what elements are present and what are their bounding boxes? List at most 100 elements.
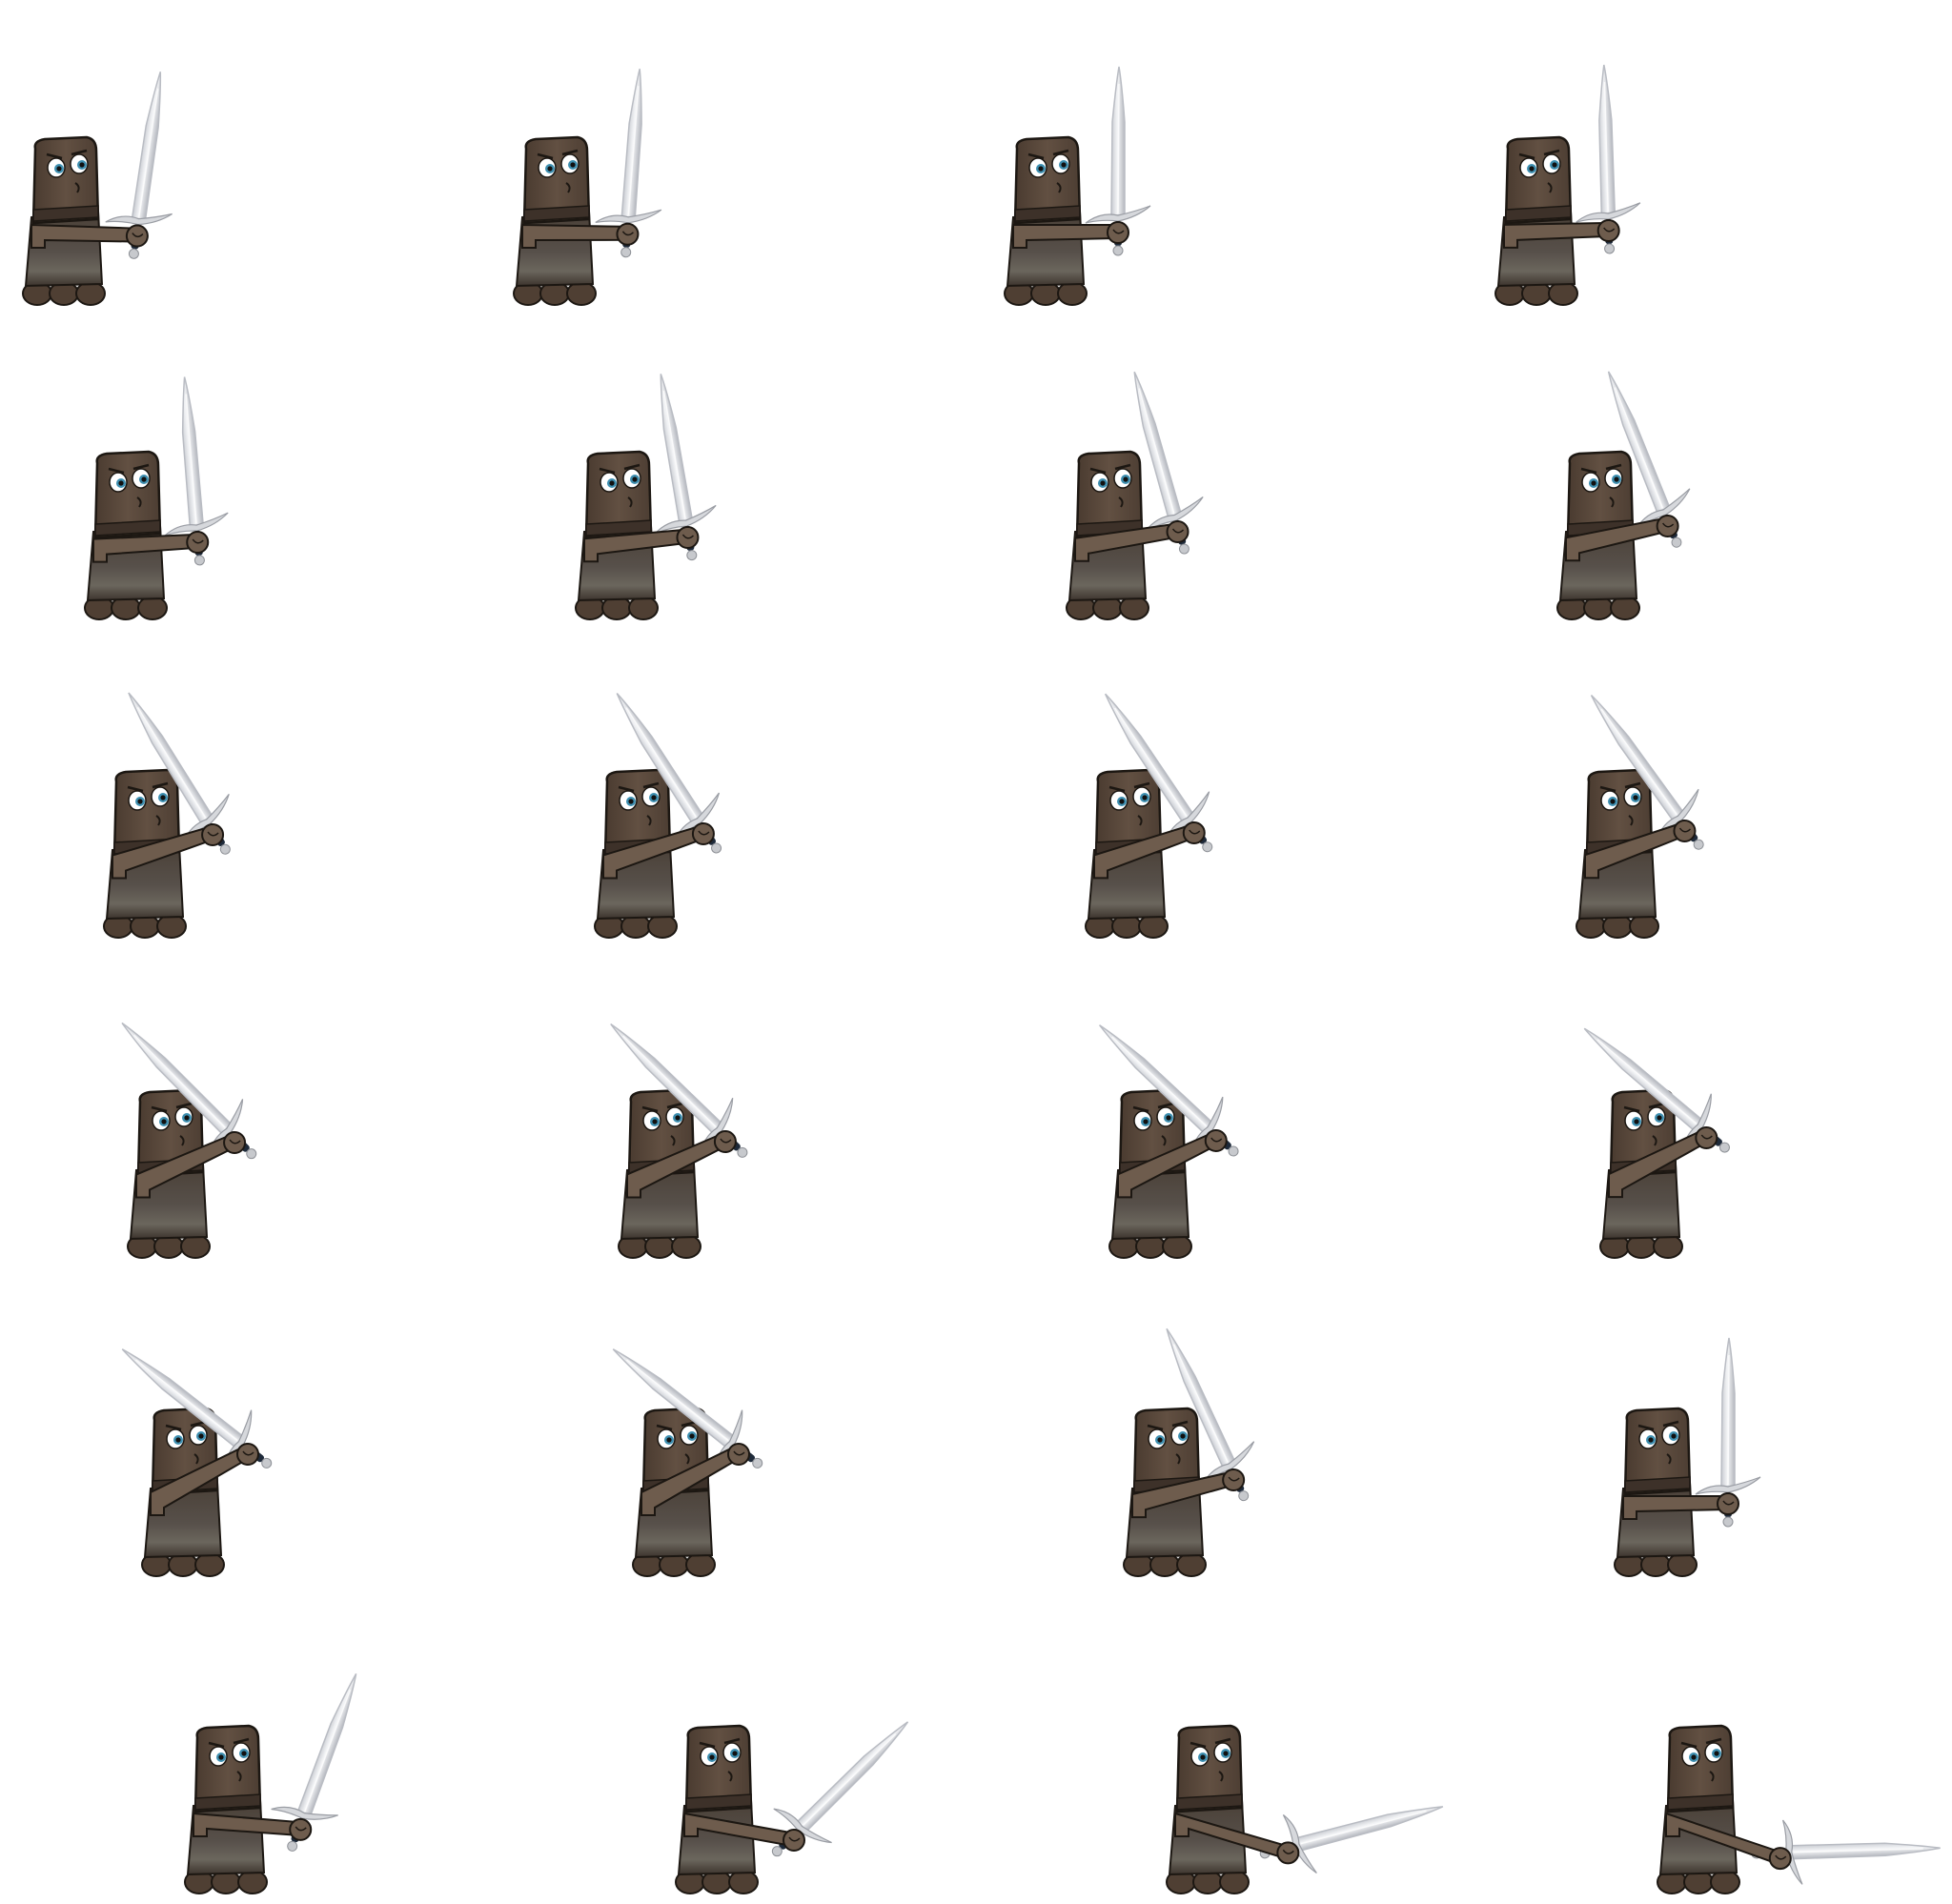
animation-frame-18[interactable] xyxy=(593,1325,782,1577)
animation-frame-23[interactable] xyxy=(1166,1724,1451,1894)
eyes xyxy=(1090,468,1132,493)
animation-frame-24[interactable] xyxy=(1657,1724,1942,1894)
pupil-2 xyxy=(1714,1751,1719,1756)
sword-holder xyxy=(164,376,229,566)
sword-blade xyxy=(1790,1842,1941,1860)
sword-fuller xyxy=(627,86,640,215)
sword-fuller xyxy=(662,390,686,519)
animation-frame-13[interactable] xyxy=(98,1001,277,1259)
brow-right xyxy=(132,463,150,471)
pupil-1 xyxy=(1200,1754,1206,1760)
sword xyxy=(595,69,662,258)
sword-pommel xyxy=(1693,839,1704,850)
pupil-2 xyxy=(651,795,657,800)
sword xyxy=(1259,1806,1444,1874)
brow-right xyxy=(623,463,640,471)
fist-knuckles xyxy=(1282,1849,1294,1854)
mouth xyxy=(1666,1453,1672,1465)
animation-frame-22[interactable] xyxy=(675,1698,930,1894)
mouth xyxy=(1652,1135,1657,1146)
sword-holder xyxy=(595,69,662,258)
mouth xyxy=(627,496,633,508)
animation-frame-6[interactable] xyxy=(575,369,724,620)
brow-right xyxy=(1157,1102,1174,1109)
sword-pommel xyxy=(1722,1516,1734,1528)
brow-right xyxy=(1662,1420,1679,1428)
collar-band xyxy=(1667,1793,1734,1811)
pupil-2 xyxy=(1671,1433,1677,1439)
fist-knuckles xyxy=(242,1450,254,1456)
animation-frame-9[interactable] xyxy=(100,677,255,939)
foot-3 xyxy=(1653,1234,1683,1259)
sword-fuller xyxy=(136,706,207,819)
foot-3 xyxy=(1710,1870,1740,1894)
pupil-1 xyxy=(1119,799,1125,804)
brow-right xyxy=(1052,149,1069,156)
feet xyxy=(141,1552,225,1577)
animation-frame-19[interactable] xyxy=(1123,1315,1275,1577)
brow-right xyxy=(175,1102,193,1109)
animation-frame-12[interactable] xyxy=(1564,677,1727,939)
sword-blade xyxy=(296,1672,357,1816)
sword-pommel xyxy=(620,247,632,258)
animation-frame-1[interactable] xyxy=(22,67,192,306)
feet xyxy=(184,1870,268,1894)
sword-fuller xyxy=(625,707,697,818)
sword-pommel xyxy=(1671,537,1682,548)
animation-frame-2[interactable] xyxy=(513,67,671,306)
brow-right xyxy=(233,1737,250,1745)
brow-right xyxy=(1133,781,1150,789)
feet xyxy=(1494,281,1578,306)
sword-blade xyxy=(660,374,694,523)
pupil-1 xyxy=(175,1437,181,1443)
collar-band xyxy=(32,205,99,222)
pupil-2 xyxy=(632,476,638,482)
animation-frame-21[interactable] xyxy=(184,1662,386,1894)
pupil-2 xyxy=(241,1751,247,1756)
brow-right xyxy=(1543,149,1560,156)
sword-guard xyxy=(595,209,662,224)
sword-pommel xyxy=(737,1146,748,1158)
brow-left xyxy=(208,1741,225,1749)
sword-fuller xyxy=(134,1359,238,1441)
animation-frame-7[interactable] xyxy=(1066,363,1216,620)
sword-blade xyxy=(1598,64,1616,215)
pupil-1 xyxy=(609,480,615,486)
fist-knuckles xyxy=(720,1138,732,1144)
brow-left xyxy=(537,152,554,160)
fist-knuckles xyxy=(295,1826,307,1832)
pupil-2 xyxy=(141,476,147,482)
animation-frame-3[interactable] xyxy=(1004,66,1151,306)
pupil-1 xyxy=(547,166,553,172)
mouth xyxy=(684,1453,690,1465)
animation-frame-4[interactable] xyxy=(1494,64,1642,306)
animation-frame-5[interactable] xyxy=(84,375,233,620)
fist-knuckles xyxy=(132,233,144,238)
brow-left xyxy=(656,1424,673,1431)
animation-frame-8[interactable] xyxy=(1556,359,1708,620)
animation-frame-11[interactable] xyxy=(1078,677,1237,939)
animation-frame-14[interactable] xyxy=(587,1002,768,1259)
collar-band xyxy=(1624,1476,1691,1493)
animation-frame-10[interactable] xyxy=(589,677,746,939)
foot-3 xyxy=(728,1870,759,1894)
brow-right xyxy=(1648,1102,1665,1109)
animation-frame-20[interactable] xyxy=(1614,1337,1761,1577)
pupil-2 xyxy=(689,1433,695,1439)
sword-blade xyxy=(1133,371,1182,518)
fist-knuckles xyxy=(1662,522,1675,528)
animation-frame-17[interactable] xyxy=(102,1325,291,1577)
pupil-1 xyxy=(56,166,62,172)
sword-guard xyxy=(105,213,173,226)
mouth xyxy=(727,1771,733,1782)
brow-left xyxy=(1108,785,1126,793)
animation-frame-16[interactable] xyxy=(1563,1004,1749,1259)
pupil-1 xyxy=(161,1119,167,1124)
brow-right xyxy=(1605,463,1622,471)
animation-frame-15[interactable] xyxy=(1077,1003,1259,1259)
pupil-1 xyxy=(1529,166,1535,172)
pupil-2 xyxy=(1123,476,1128,482)
eyes xyxy=(1681,1742,1723,1767)
sword-guard xyxy=(164,512,229,537)
sword-fuller xyxy=(1111,1036,1208,1126)
